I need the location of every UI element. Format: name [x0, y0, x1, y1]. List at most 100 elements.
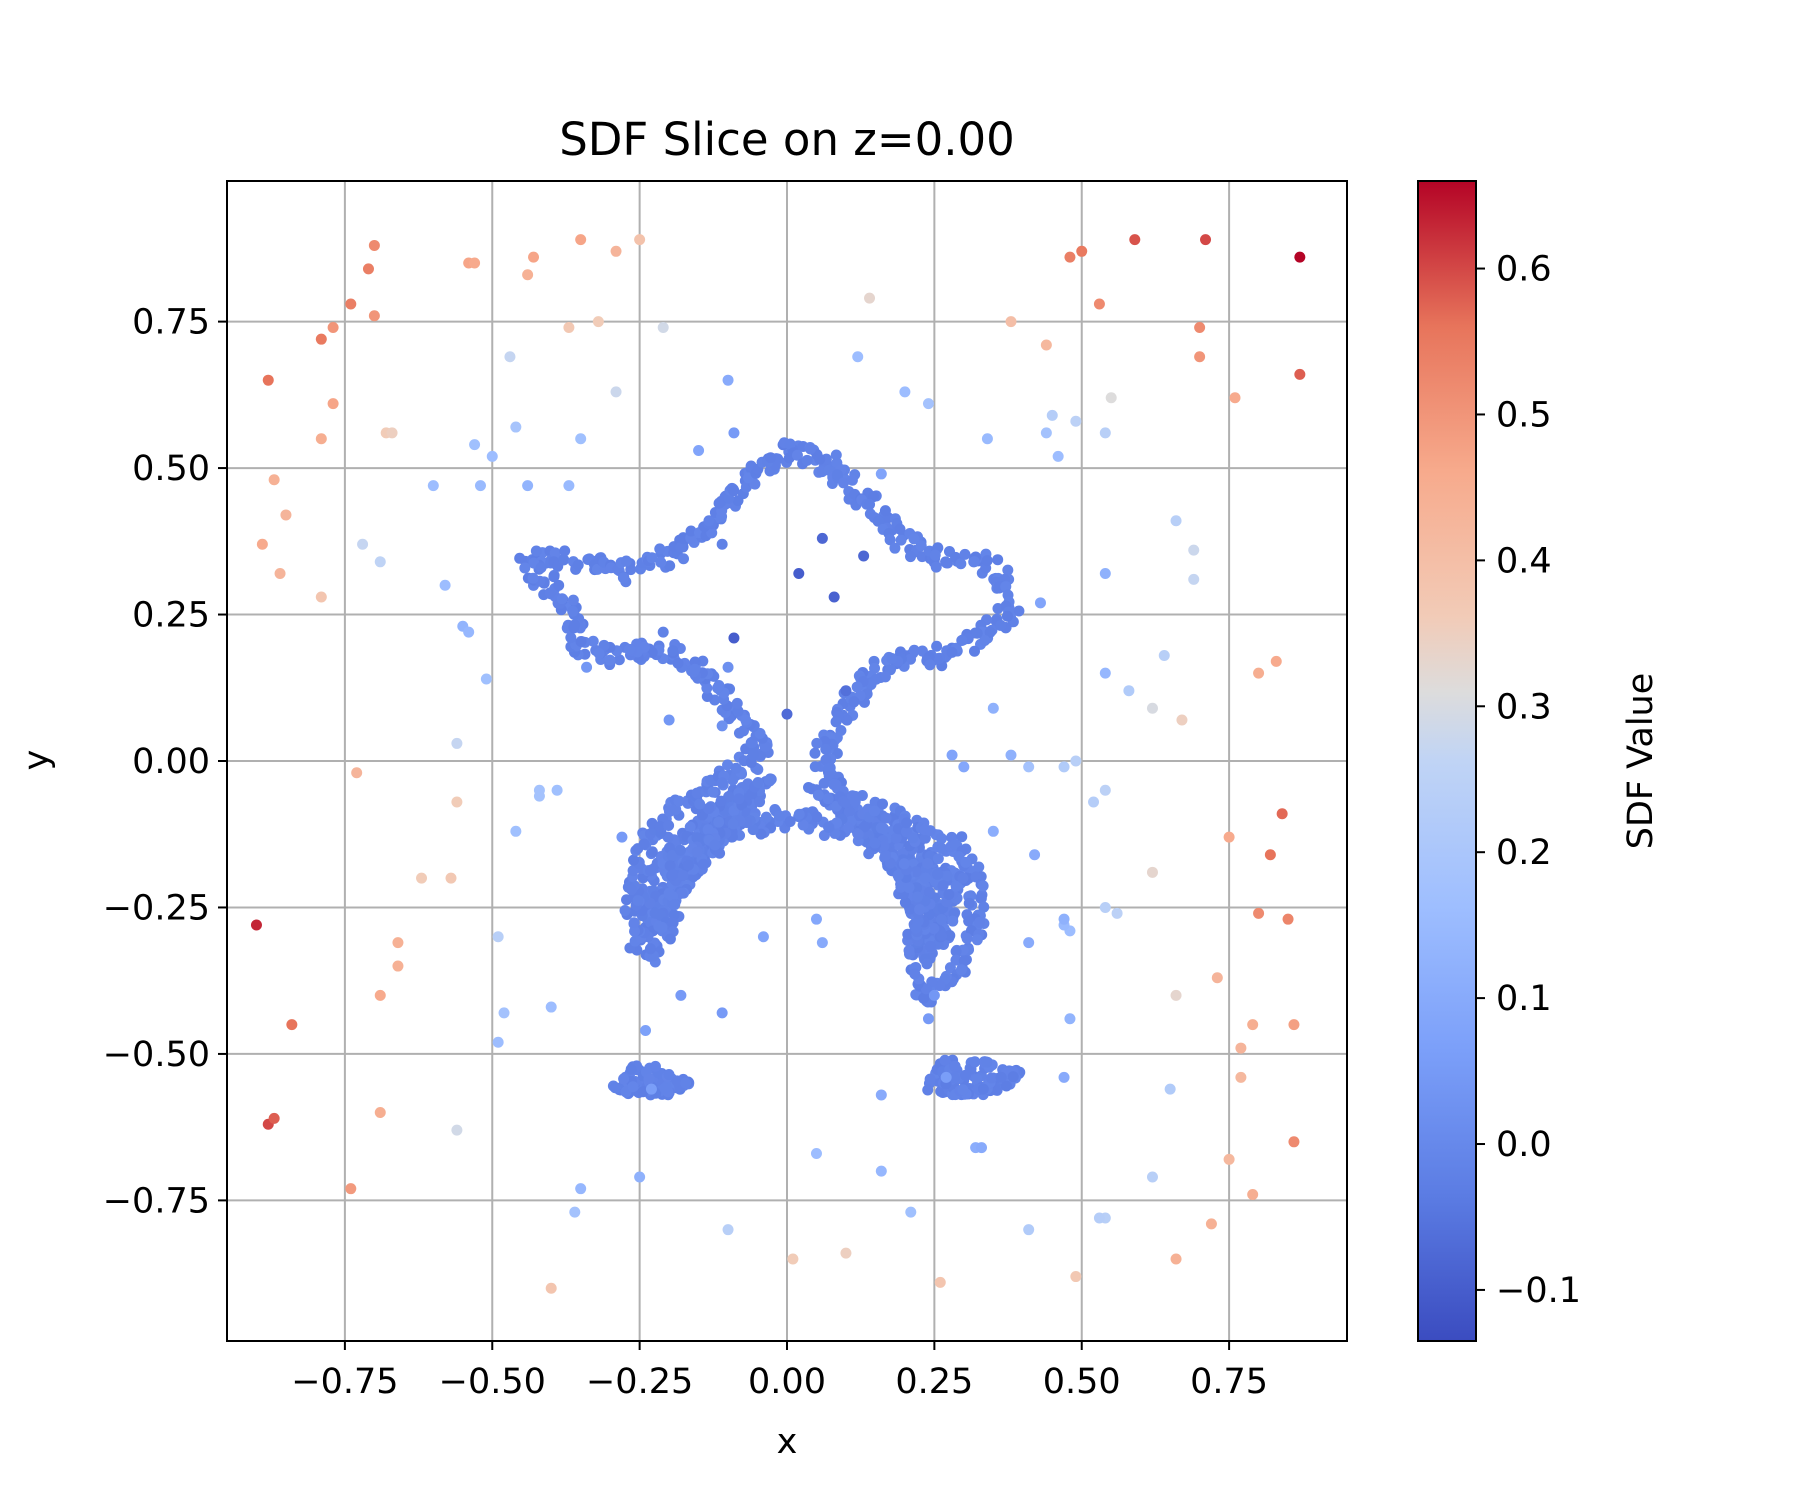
sample-point	[1247, 1019, 1259, 1031]
sample-point	[327, 321, 339, 333]
surface-point	[924, 1073, 936, 1085]
surface-point	[716, 777, 728, 789]
surface-point	[812, 789, 824, 801]
surface-point	[956, 634, 968, 646]
sample-point	[899, 386, 911, 398]
surface-point	[924, 940, 936, 952]
surface-point	[685, 525, 697, 537]
surface-point	[618, 1073, 630, 1085]
surface-point	[617, 572, 629, 584]
sample-point	[875, 1165, 887, 1177]
surface-point	[809, 761, 821, 773]
surface-point	[846, 474, 858, 486]
sample-point	[563, 480, 575, 492]
sample-point	[504, 351, 516, 363]
sample-point	[1046, 409, 1058, 421]
sample-point	[463, 626, 475, 638]
sample-point	[1194, 321, 1206, 333]
surface-point	[936, 842, 948, 854]
surface-point	[921, 958, 933, 970]
sample-point	[1111, 907, 1123, 919]
sample-point	[1040, 339, 1052, 351]
surface-point	[995, 619, 1007, 631]
surface-point	[659, 1082, 671, 1094]
x-tick-label: −0.50	[439, 1362, 546, 1402]
surface-point	[689, 663, 701, 675]
surface-point	[548, 571, 560, 583]
sample-point	[816, 532, 828, 544]
sample-point	[256, 538, 268, 550]
sample-point	[875, 1089, 887, 1101]
sample-point	[740, 714, 752, 726]
y-tick-label: 0.50	[132, 449, 210, 489]
surface-point	[915, 540, 927, 552]
x-tick-label: 0.25	[895, 1362, 973, 1402]
surface-point	[932, 868, 944, 880]
surface-point	[730, 762, 742, 774]
surface-point	[937, 880, 949, 892]
surface-point	[960, 856, 972, 868]
colorbar-tick-label: −0.1	[1496, 1271, 1581, 1311]
surface-point	[691, 832, 703, 844]
surface-point	[838, 477, 850, 489]
sample-point	[640, 1024, 652, 1036]
surface-point	[567, 605, 579, 617]
y-axis-label: y	[17, 750, 57, 771]
surface-point	[922, 1084, 934, 1096]
surface-point	[903, 945, 915, 957]
surface-point	[911, 891, 923, 903]
surface-point	[646, 846, 658, 858]
sample-point	[1064, 1013, 1076, 1025]
surface-point	[905, 551, 917, 563]
surface-point	[841, 714, 853, 726]
sample-point	[492, 931, 504, 943]
surface-point	[922, 858, 934, 870]
surface-point	[971, 934, 983, 946]
sample-point	[875, 468, 887, 480]
surface-point	[907, 832, 919, 844]
surface-point	[971, 1073, 983, 1085]
surface-point	[820, 754, 832, 766]
sample-point	[1282, 913, 1294, 925]
sample-point	[551, 784, 563, 796]
surface-point	[637, 1086, 649, 1098]
surface-point	[678, 553, 690, 565]
surface-point	[943, 888, 955, 900]
sample-point	[368, 239, 380, 251]
sample-point	[327, 398, 339, 410]
sample-point	[722, 374, 734, 386]
sample-point	[1093, 1212, 1105, 1224]
surface-point	[714, 847, 726, 859]
sample-point	[716, 538, 728, 550]
sample-point	[1170, 515, 1182, 527]
surface-point	[820, 743, 832, 755]
surface-point	[843, 806, 855, 818]
surface-point	[697, 858, 709, 870]
sample-point	[1188, 573, 1200, 585]
surface-point	[863, 848, 875, 860]
sample-point	[610, 245, 622, 257]
sample-point	[634, 1171, 646, 1183]
surface-point	[793, 808, 805, 820]
surface-point	[627, 1081, 639, 1093]
sample-point	[1146, 702, 1158, 714]
surface-point	[848, 696, 860, 708]
sample-point	[315, 433, 327, 445]
surface-point	[666, 849, 678, 861]
surface-point	[803, 781, 815, 793]
data-points	[250, 234, 1306, 1294]
sample-point	[1099, 784, 1111, 796]
sample-point	[528, 251, 540, 263]
sample-point	[810, 1148, 822, 1160]
surface-point	[727, 818, 739, 830]
sample-point	[575, 234, 587, 246]
surface-point	[733, 793, 745, 805]
surface-point	[609, 1082, 621, 1094]
surface-point	[823, 821, 835, 833]
surface-point	[830, 779, 842, 791]
surface-point	[638, 838, 650, 850]
surface-point	[940, 557, 952, 569]
sample-point	[987, 702, 999, 714]
surface-point	[843, 822, 855, 834]
